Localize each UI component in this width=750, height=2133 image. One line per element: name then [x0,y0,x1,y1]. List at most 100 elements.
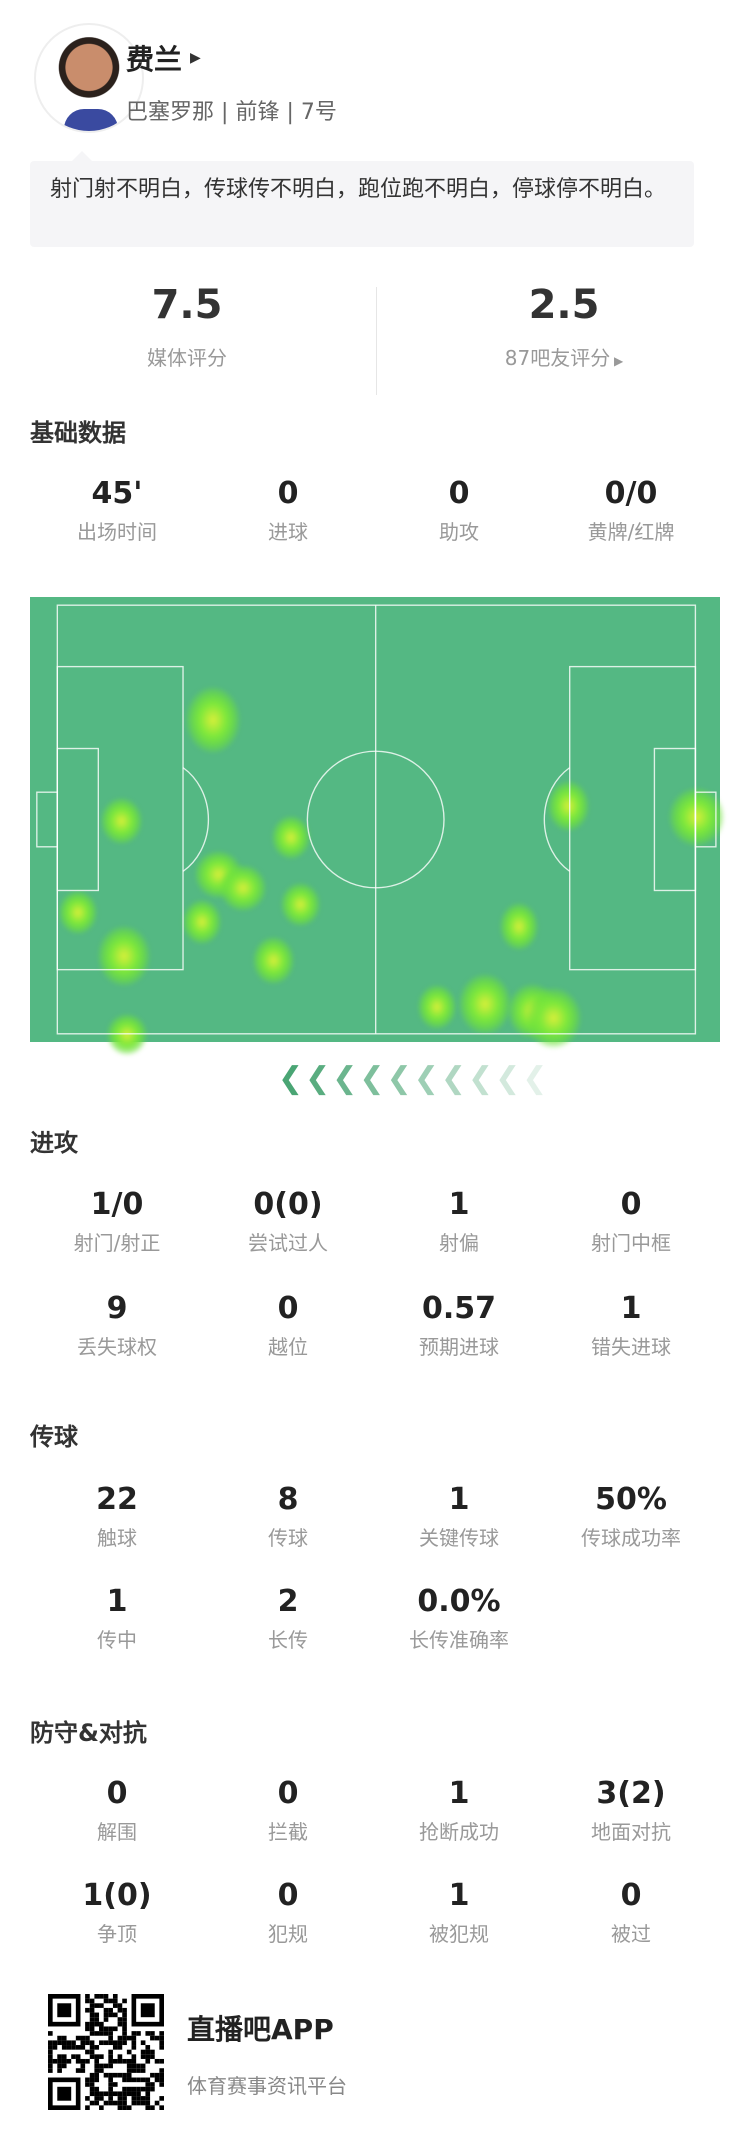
heat-spot [219,864,267,912]
chevron-left-icon: ❮ [278,1061,304,1096]
stat-value: 1 [620,1291,642,1326]
stat-value: 0 [277,476,299,511]
stat-passing: 50% 传球成功率 [545,1482,717,1551]
stat-value: 0 [448,476,470,511]
stat-attack: 1 射偏 [373,1187,545,1256]
chevron-left-icon: ❮ [332,1061,358,1096]
stat-label: 被过 [611,1922,651,1946]
stat-passing: 1 传中 [31,1584,203,1653]
section-title-defense: 防守&对抗 [30,1719,147,1747]
stat-basic: 0/0 黄牌/红牌 [545,476,717,545]
fan-rating-value: 2.5 [528,282,600,328]
app-name: 直播吧APP [187,2013,334,2046]
stat-label: 拦截 [268,1820,308,1844]
heat-spot [101,797,143,845]
stat-label: 被犯规 [429,1922,489,1946]
stat-value: 1 [106,1584,128,1619]
triangle-right-icon: ▶ [610,354,624,368]
stat-attack: 0.57 预期进球 [373,1291,545,1360]
chevron-left-icon: ❮ [413,1061,439,1096]
stat-label: 出场时间 [77,520,157,544]
stat-attack: 0 越位 [202,1291,374,1360]
section-title-attack: 进攻 [30,1129,78,1157]
chevron-left-icon: ❮ [386,1061,412,1096]
attack-direction-arrows: ❮ ❮ ❮ ❮ ❮ ❮ ❮ ❮ ❮ ❮ [278,1064,547,1094]
comment-notch [72,151,92,161]
fan-rating[interactable]: 2.5 87吧友评分 ▶ [414,282,714,371]
chevron-left-icon: ❮ [359,1061,385,1096]
stat-label: 传中 [97,1628,137,1652]
heat-spot [185,687,241,753]
stat-value: 3(2) [596,1776,666,1811]
stat-value: 45' [91,476,143,511]
heat-spot [500,903,539,950]
stat-label: 争顶 [97,1922,137,1946]
stat-value: 1/0 [90,1187,144,1222]
stat-value: 0 [277,1291,299,1326]
stat-label: 解围 [97,1820,137,1844]
player-avatar[interactable] [34,23,144,133]
pitch-lines [36,604,717,1035]
stat-defense: 1 被犯规 [373,1878,545,1947]
stat-label: 助攻 [439,520,479,544]
app-tagline: 体育赛事资讯平台 [187,2074,347,2098]
divider [376,287,377,395]
stat-attack: 9 丢失球权 [31,1291,203,1360]
fan-rating-label: 87吧友评分 ▶ [414,342,714,371]
media-rating-label: 媒体评分 [147,346,227,370]
stat-label: 丢失球权 [77,1335,157,1359]
stat-value: 1 [448,1878,470,1913]
stat-defense: 0 犯规 [202,1878,374,1947]
chevron-left-icon: ❮ [305,1061,331,1096]
stat-value: 0 [620,1878,642,1913]
stat-basic: 45' 出场时间 [31,476,203,545]
stat-defense: 0 解围 [31,1776,203,1845]
stat-label: 黄牌/红牌 [587,520,675,544]
chevron-left-icon: ❮ [495,1061,521,1096]
stat-defense: 0 拦截 [202,1776,374,1845]
heat-spot [418,985,457,1029]
stat-passing: 1 关键传球 [373,1482,545,1551]
stat-basic: 0 进球 [202,476,374,545]
stat-value: 0 [620,1187,642,1222]
stat-value: 8 [277,1482,299,1517]
stat-passing: 22 触球 [31,1482,203,1551]
player-name: 费兰 [126,43,183,76]
stat-label: 地面对抗 [591,1820,671,1844]
stat-label: 犯规 [268,1922,308,1946]
player-name-link[interactable]: 费兰 ▶ [126,38,201,78]
stat-passing: 2 长传 [202,1584,374,1653]
stat-label: 长传 [268,1628,308,1652]
stat-value: 1 [448,1187,470,1222]
stat-attack: 1/0 射门/射正 [31,1187,203,1256]
stat-defense: 1(0) 争顶 [31,1878,203,1947]
separator: | [286,100,294,125]
stat-attack: 1 错失进球 [545,1291,717,1360]
heat-spot [281,882,320,927]
position: 前锋 [235,100,280,125]
heat-spot [271,815,311,860]
separator: | [221,100,229,125]
chevron-left-icon: ❮ [467,1061,494,1096]
chevron-left-icon: ❮ [522,1061,548,1096]
heatmap-pitch [30,597,725,1055]
heat-spot [252,937,294,984]
stat-attack: 0(0) 尝试过人 [202,1187,374,1256]
media-rating-value: 7.5 [151,282,223,328]
stat-value: 0.0% [417,1584,501,1619]
stat-value: 22 [96,1482,138,1517]
triangle-right-icon: ▶ [190,50,201,66]
media-rating: 7.5 媒体评分 [37,282,337,371]
stat-value: 0(0) [253,1187,323,1222]
stat-defense: 0 被过 [545,1878,717,1947]
stat-label: 传球 [268,1526,308,1550]
stat-value: 1 [448,1776,470,1811]
heat-spot [183,900,222,945]
stat-label: 错失进球 [591,1335,671,1359]
stat-value: 9 [106,1291,128,1326]
stat-value: 50% [595,1482,667,1517]
stat-value: 0 [277,1878,299,1913]
stat-label: 进球 [268,520,308,544]
stat-value: 0/0 [604,476,658,511]
stat-passing: 0.0% 长传准确率 [373,1584,545,1653]
